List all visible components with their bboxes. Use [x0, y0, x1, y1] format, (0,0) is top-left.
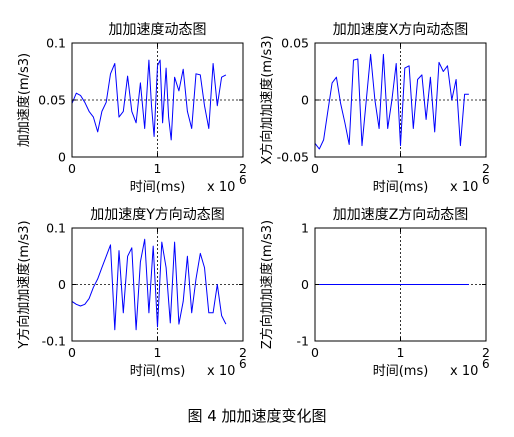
series-line-1: [71, 238, 227, 331]
chart-title: 加加速度X方向动态图: [333, 22, 469, 38]
x-tick-label: 0: [311, 161, 319, 176]
x-exponent-label: x 10: [450, 180, 478, 195]
y-axis-label: X方向加加速度(m/s3): [259, 35, 275, 164]
x-tick-label: 2: [482, 345, 490, 360]
x-exponent-power: 6: [239, 173, 247, 187]
y-tick-label: 0.1: [46, 221, 66, 236]
x-exponent-label: x 10: [450, 364, 478, 379]
y-tick-label: 0.05: [281, 36, 309, 51]
x-tick-label: 0: [68, 345, 76, 360]
y-tick-label: -0.1: [42, 334, 66, 349]
y-tick-label: 1: [301, 221, 309, 236]
x-tick-label: 2: [239, 161, 247, 176]
x-tick-label: 0: [68, 161, 76, 176]
x-exponent-label: x 10: [207, 180, 235, 195]
x-exponent-power: 6: [239, 357, 247, 371]
x-axis-label: 时间(ms): [373, 364, 429, 379]
y-axis-label: 加加速度(m/s3): [16, 53, 32, 147]
x-axis-label: 时间(ms): [373, 180, 429, 195]
series-line-1: [314, 53, 469, 150]
y-axis-label: Z方向加加速度(m/s3): [259, 220, 275, 349]
x-tick-label: 1: [397, 161, 405, 176]
x-exponent-label: x 10: [207, 364, 235, 379]
y-tick-label: 0.05: [38, 93, 66, 108]
y-tick-label: -1: [297, 334, 309, 349]
chart-title: 加加速度动态图: [109, 22, 207, 38]
y-tick-label: -0.05: [277, 150, 309, 165]
x-tick-label: 1: [397, 345, 405, 360]
x-tick-label: 1: [154, 345, 162, 360]
x-tick-label: 0: [311, 345, 319, 360]
x-axis-label: 时间(ms): [130, 364, 186, 379]
x-tick-label: 2: [482, 161, 490, 176]
x-exponent-power: 6: [482, 357, 490, 371]
chart-title: 加加速度Z方向动态图: [333, 207, 469, 223]
x-axis-label: 时间(ms): [130, 180, 186, 195]
x-tick-label: 1: [154, 161, 162, 176]
y-axis-label: Y方向加加速度(m/s3): [16, 220, 32, 349]
series-line-1: [71, 59, 227, 141]
y-tick-label: 0: [58, 150, 66, 165]
x-tick-label: 2: [239, 345, 247, 360]
y-tick-label: 0.1: [46, 36, 66, 51]
y-tick-label: 0: [301, 93, 309, 108]
chart-title: 加加速度Y方向动态图: [90, 207, 225, 223]
y-tick-label: 0: [58, 277, 66, 292]
figure-caption: 图 4 加加速度变化图: [187, 407, 326, 425]
x-exponent-power: 6: [482, 173, 490, 187]
y-tick-label: 0: [301, 277, 309, 292]
